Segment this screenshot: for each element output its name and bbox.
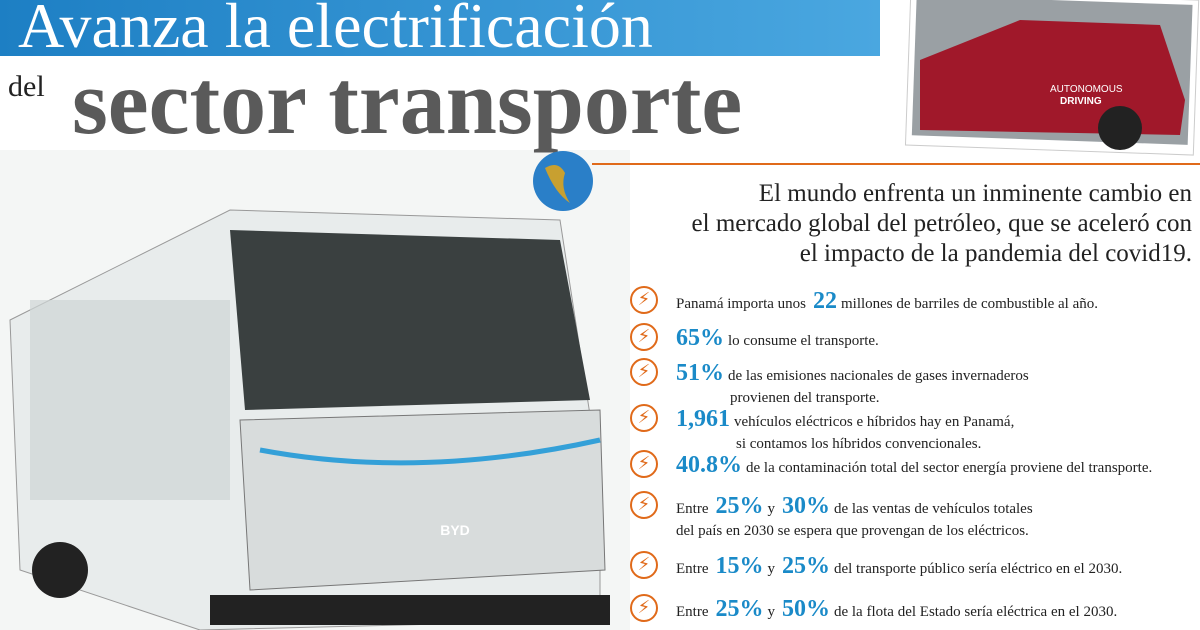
car-photo: AUTONOMOUS DRIVING bbox=[904, 0, 1200, 156]
title-line: sector transporte bbox=[72, 51, 743, 153]
fact-figure: 25% bbox=[715, 596, 764, 622]
fact-figure: 40.8% bbox=[676, 452, 742, 478]
fact-figure: 1,961 bbox=[676, 406, 730, 432]
title-small: del bbox=[8, 70, 45, 103]
fact-text: lo consume el transporte. bbox=[728, 333, 879, 349]
intro-line: El mundo enfrenta un inminente cambio en bbox=[758, 180, 1192, 207]
fact-text: y bbox=[767, 501, 775, 517]
fact-figure: 22 bbox=[812, 288, 837, 314]
fact-figure: 51% bbox=[676, 360, 724, 386]
fact-line: si contamos los híbridos convencionales. bbox=[736, 436, 984, 453]
fact-figure: 15% bbox=[715, 553, 764, 579]
fact-text: de las emisiones nacionales de gases inv… bbox=[728, 368, 1029, 384]
divider bbox=[592, 163, 1200, 165]
globe-icon bbox=[533, 151, 593, 211]
intro-line: el mercado global del petróleo, que se a… bbox=[691, 210, 1192, 237]
bus-photo: BYD bbox=[0, 150, 630, 630]
fact-text: Panamá importa unos bbox=[676, 296, 806, 312]
bolt-icon: ⚡ bbox=[630, 450, 658, 478]
fact-line: Entre 25% y 50% de la flota del Estado sería… bbox=[676, 596, 1120, 623]
title-line: Avanza la electrificación bbox=[0, 0, 880, 61]
bolt-icon: ⚡ bbox=[630, 551, 658, 579]
fact-figure: 25% bbox=[781, 553, 830, 579]
fact-line: provienen del transporte. bbox=[730, 390, 883, 407]
fact-text: Entre bbox=[676, 561, 709, 577]
bolt-icon: ⚡ bbox=[630, 358, 658, 386]
fact-text: del país en 2030 se espera que provengan… bbox=[676, 523, 1029, 539]
car-text: AUTONOMOUS bbox=[1050, 84, 1123, 95]
bus-logo: BYD bbox=[440, 522, 470, 538]
fact-line: del país en 2030 se espera que provengan… bbox=[676, 523, 1032, 540]
bolt-icon: ⚡ bbox=[630, 404, 658, 432]
bolt-icon: ⚡ bbox=[630, 286, 658, 314]
fact-text: Entre bbox=[676, 501, 709, 517]
fact-figure: 30% bbox=[781, 493, 830, 519]
fact-line: Entre 15% y 25% del transporte público sería… bbox=[676, 553, 1125, 580]
fact-text: si contamos los híbridos convencionales. bbox=[736, 436, 982, 452]
fact-text: Entre bbox=[676, 604, 709, 620]
fact-text: y bbox=[767, 561, 775, 577]
fact-line: 51% de las emisiones nacionales de gases … bbox=[676, 360, 1032, 387]
fact-text: del transporte público sería eléctrico e… bbox=[833, 561, 1123, 577]
fact-line: 40.8% de la contaminación total del secto… bbox=[676, 452, 1155, 479]
fact-line: Panamá importa unos 22 millones de barrile… bbox=[676, 288, 1101, 315]
fact-text: de la contaminación total del sector ene… bbox=[746, 460, 1153, 476]
fact-line: Entre 25% y 30% de las ventas de vehículos t… bbox=[676, 493, 1036, 520]
bolt-icon: ⚡ bbox=[630, 323, 658, 351]
intro-line: el impacto de la pandemia del covid19. bbox=[799, 240, 1192, 267]
bolt-icon: ⚡ bbox=[630, 594, 658, 622]
fact-line: 1,961 vehículos eléctricos e híbridos hay… bbox=[676, 406, 1017, 433]
fact-text: de la flota del Estado sería eléctrica e… bbox=[833, 604, 1118, 620]
car-text: DRIVING bbox=[1060, 96, 1102, 107]
fact-text: millones de barriles de combustible al a… bbox=[840, 296, 1098, 312]
fact-line: 65% lo consume el transporte. bbox=[676, 325, 882, 352]
fact-figure: 50% bbox=[781, 596, 830, 622]
fact-figure: 65% bbox=[676, 325, 724, 351]
fact-text: provienen del transporte. bbox=[730, 390, 880, 406]
fact-text: vehículos eléctricos e híbridos hay en P… bbox=[734, 414, 1015, 430]
fact-text: y bbox=[767, 604, 775, 620]
bolt-icon: ⚡ bbox=[630, 491, 658, 519]
fact-text: de las ventas de vehículos totales bbox=[833, 501, 1033, 517]
fact-figure: 25% bbox=[715, 493, 764, 519]
